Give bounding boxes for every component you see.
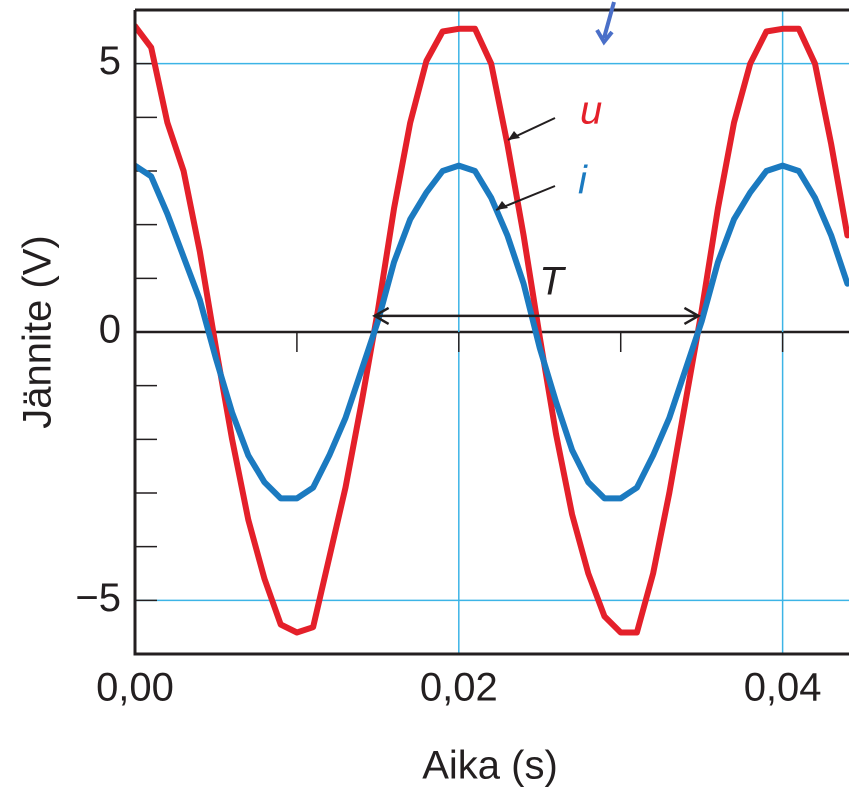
plot-frame	[133, 8, 849, 656]
grid	[134, 10, 849, 654]
y-tick-label: 0	[99, 308, 121, 352]
y-tick-label: 5	[99, 39, 121, 83]
period-label: T	[539, 259, 566, 303]
label-pointer-head	[496, 201, 508, 210]
series-label: i	[578, 159, 588, 203]
series-label: u	[580, 89, 602, 133]
series-line	[135, 23, 849, 636]
y-tick-label: −5	[75, 576, 121, 620]
label-pointer-head	[508, 131, 520, 140]
pointer-arrow	[595, 1, 616, 46]
series-layer	[135, 23, 849, 636]
annotations: ui T	[372, 89, 701, 325]
period-arrow-head	[372, 306, 701, 325]
x-axis-label: Aika (s)	[422, 744, 558, 788]
y-axis-label: Jännite (V)	[16, 235, 60, 428]
x-tick-label: 0,02	[420, 666, 498, 710]
x-tick-label: 0,04	[744, 666, 822, 710]
series-line	[135, 162, 849, 502]
x-tick-label: 0,00	[96, 666, 174, 710]
